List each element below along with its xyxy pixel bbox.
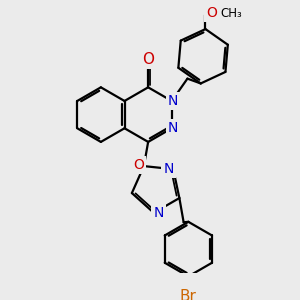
Text: O: O: [142, 52, 154, 67]
Text: N: N: [168, 121, 178, 135]
Text: Br: Br: [180, 289, 197, 300]
Text: CH₃: CH₃: [220, 7, 242, 20]
Text: O: O: [206, 6, 217, 20]
Text: N: N: [168, 94, 178, 108]
Text: N: N: [154, 206, 164, 220]
Text: N: N: [163, 162, 173, 176]
Text: O: O: [134, 158, 144, 172]
